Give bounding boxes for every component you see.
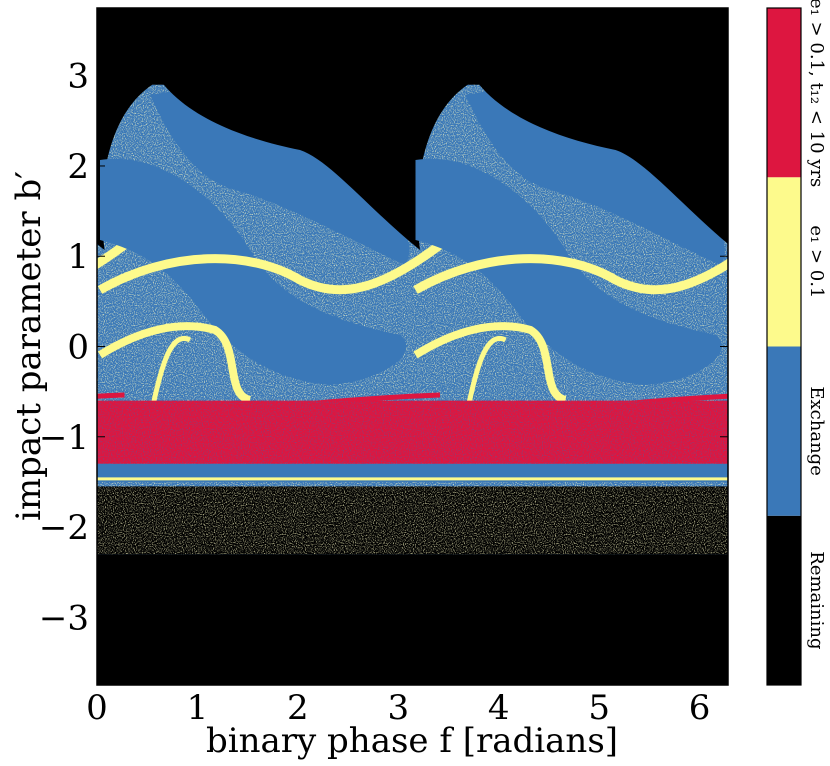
plot-area bbox=[97, 8, 728, 685]
y-tick-label: −2 bbox=[39, 508, 89, 548]
filament-e1-hook bbox=[97, 322, 252, 404]
filament-e1 bbox=[97, 241, 443, 295]
x-tick-label: 0 bbox=[86, 688, 108, 728]
x-tick-label: 4 bbox=[488, 688, 510, 728]
x-tick-label: 6 bbox=[689, 688, 711, 728]
region-remaining-tongue bbox=[160, 8, 480, 250]
band-e1-line bbox=[97, 477, 728, 481]
y-tick-label: −3 bbox=[39, 598, 89, 638]
filament-e1 bbox=[413, 254, 728, 295]
x-tick-label: 3 bbox=[387, 688, 409, 728]
colorbar-frame bbox=[766, 7, 802, 686]
x-tick-label: 1 bbox=[187, 688, 209, 728]
y-tick-label: −1 bbox=[39, 418, 89, 458]
region-remaining-tongue bbox=[475, 8, 728, 244]
band-e1-speckle bbox=[97, 486, 728, 555]
y-tick-label: 0 bbox=[67, 328, 89, 368]
x-tick-label: 2 bbox=[287, 688, 309, 728]
y-axis-label: impact parameter b′ bbox=[9, 171, 49, 521]
region-exchange-lobe bbox=[465, 80, 725, 266]
colorbar-label-remaining: Remaining bbox=[806, 551, 827, 649]
region-exchange-lobe-lower bbox=[415, 158, 722, 385]
colorbar-label-e1: e₁ > 0.1 bbox=[806, 225, 827, 298]
y-tick-label: 1 bbox=[67, 237, 89, 277]
colorbar-swatch-exchange bbox=[767, 346, 801, 516]
filament-e1-hook bbox=[413, 322, 567, 404]
region-remaining-tongue bbox=[97, 8, 165, 250]
colorbar-swatch-e1_t12 bbox=[767, 8, 801, 178]
y-tick-label: 3 bbox=[67, 57, 89, 97]
band-e1-t12-scatter bbox=[97, 400, 728, 464]
colorbar-label-exchange: Exchange bbox=[806, 386, 827, 475]
region-exchange-lobe-lower bbox=[100, 158, 407, 385]
colorbar-label-e1_t12: e₁ > 0.1, t₁₂ < 10 yrs bbox=[806, 0, 827, 187]
colorbar-swatch-e1 bbox=[767, 177, 801, 347]
x-ticks: 0 1 2 3 4 5 6 bbox=[86, 8, 710, 728]
x-axis-label: binary phase f [radians] bbox=[206, 721, 618, 761]
colorbar-swatch-remaining bbox=[767, 515, 801, 685]
region-exchange-lobe bbox=[150, 80, 410, 266]
y-tick-label: 2 bbox=[67, 147, 89, 187]
x-tick-label: 5 bbox=[588, 688, 610, 728]
colorbar: Remaining Exchange e₁ > 0.1 e₁ > 0.1, t₁₂ <… bbox=[766, 0, 827, 686]
y-ticks: 3 2 1 0 −1 −2 −3 bbox=[39, 57, 728, 638]
